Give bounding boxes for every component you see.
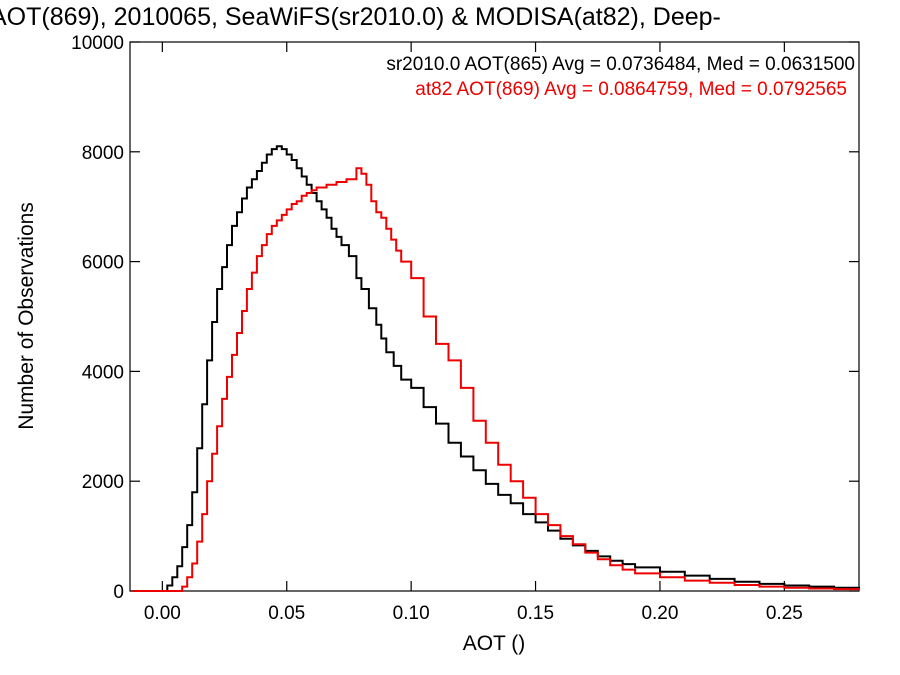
series-layer (132, 145, 860, 592)
x-tick-label: 0.05 (268, 603, 305, 624)
legend-entry-at82: at82 AOT(869) Avg = 0.0864759, Med = 0.0… (415, 79, 847, 100)
chart-title: AOT(869), 2010065, SeaWiFS(sr2010.0) & M… (0, 3, 721, 31)
y-tick-label: 8000 (82, 143, 124, 164)
x-axis-label: AOT () (463, 632, 526, 655)
legend-entry-sr2010: sr2010.0 AOT(865) Avg = 0.0736484, Med =… (386, 54, 855, 75)
x-tick-label: 0.00 (144, 603, 181, 624)
series-line-at82 (132, 167, 860, 592)
y-axis: 0 2000 4000 6000 8000 10000 (71, 33, 859, 603)
x-tick-label: 0.15 (517, 603, 554, 624)
y-tick-label: 4000 (82, 362, 124, 383)
y-axis-label: Number of Observations (15, 202, 38, 430)
y-tick-label: 0 (113, 582, 124, 603)
series-line-sr2010 (132, 145, 860, 592)
x-tick-label: 0.10 (393, 603, 430, 624)
x-tick-label: 0.20 (641, 603, 678, 624)
x-axis: 0.00 0.05 0.10 0.15 0.20 0.25 (144, 42, 803, 624)
x-tick-label: 0.25 (766, 603, 803, 624)
y-tick-label: 2000 (82, 472, 124, 493)
y-tick-label: 10000 (71, 33, 124, 54)
y-tick-label: 6000 (82, 253, 124, 274)
plot-frame (129, 41, 860, 592)
